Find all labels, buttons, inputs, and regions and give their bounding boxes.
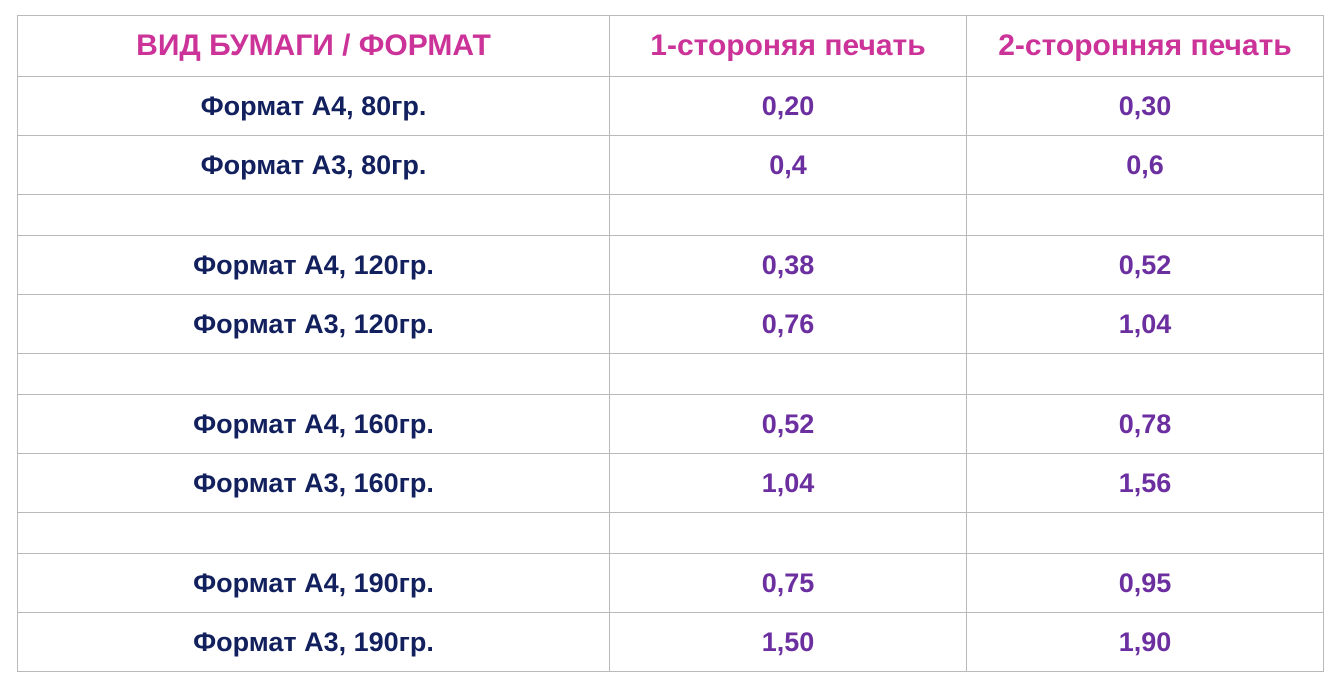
two-side-price-cell: 1,56	[966, 453, 1324, 513]
paper-format-cell: Формат А4, 160гр.	[17, 394, 610, 454]
one-side-price-cell: 1,04	[609, 453, 967, 513]
table-row: Формат А4, 80гр. 0,20 0,30	[17, 76, 1324, 136]
empty-cell	[966, 194, 1324, 236]
one-side-price-cell: 0,52	[609, 394, 967, 454]
two-side-price-cell: 1,04	[966, 294, 1324, 354]
paper-format-cell: Формат А4, 190гр.	[17, 553, 610, 613]
empty-cell	[17, 512, 610, 554]
header-one-side: 1-стороняя печать	[609, 15, 967, 77]
empty-cell	[17, 353, 610, 395]
one-side-price-cell: 0,76	[609, 294, 967, 354]
header-two-side: 2-сторонняя печать	[966, 15, 1324, 77]
paper-format-cell: Формат А4, 120гр.	[17, 235, 610, 295]
one-side-price-cell: 1,50	[609, 612, 967, 672]
empty-row	[17, 194, 1324, 236]
one-side-price-cell: 0,75	[609, 553, 967, 613]
paper-format-cell: Формат А3, 160гр.	[17, 453, 610, 513]
paper-format-cell: Формат А3, 80гр.	[17, 135, 610, 195]
one-side-price-cell: 0,4	[609, 135, 967, 195]
two-side-price-cell: 0,52	[966, 235, 1324, 295]
empty-row	[17, 353, 1324, 395]
paper-format-cell: Формат А3, 190гр.	[17, 612, 610, 672]
one-side-price-cell: 0,38	[609, 235, 967, 295]
two-side-price-cell: 0,6	[966, 135, 1324, 195]
table-row: Формат А3, 120гр. 0,76 1,04	[17, 294, 1324, 354]
price-table: ВИД БУМАГИ / ФОРМАТ 1-стороняя печать 2-…	[17, 15, 1324, 672]
header-paper-type: ВИД БУМАГИ / ФОРМАТ	[17, 15, 610, 77]
table-row: Формат А3, 80гр. 0,4 0,6	[17, 135, 1324, 195]
two-side-price-cell: 0,30	[966, 76, 1324, 136]
two-side-price-cell: 0,78	[966, 394, 1324, 454]
table-header-row: ВИД БУМАГИ / ФОРМАТ 1-стороняя печать 2-…	[17, 15, 1324, 77]
table-row: Формат А4, 160гр. 0,52 0,78	[17, 394, 1324, 454]
empty-cell	[966, 512, 1324, 554]
table-row: Формат А3, 160гр. 1,04 1,56	[17, 453, 1324, 513]
paper-format-cell: Формат А3, 120гр.	[17, 294, 610, 354]
empty-cell	[609, 194, 967, 236]
table-row: Формат А3, 190гр. 1,50 1,90	[17, 612, 1324, 672]
empty-row	[17, 512, 1324, 554]
empty-cell	[17, 194, 610, 236]
empty-cell	[609, 512, 967, 554]
two-side-price-cell: 0,95	[966, 553, 1324, 613]
table-row: Формат А4, 120гр. 0,38 0,52	[17, 235, 1324, 295]
empty-cell	[609, 353, 967, 395]
paper-format-cell: Формат А4, 80гр.	[17, 76, 610, 136]
empty-cell	[966, 353, 1324, 395]
table-row: Формат А4, 190гр. 0,75 0,95	[17, 553, 1324, 613]
two-side-price-cell: 1,90	[966, 612, 1324, 672]
one-side-price-cell: 0,20	[609, 76, 967, 136]
